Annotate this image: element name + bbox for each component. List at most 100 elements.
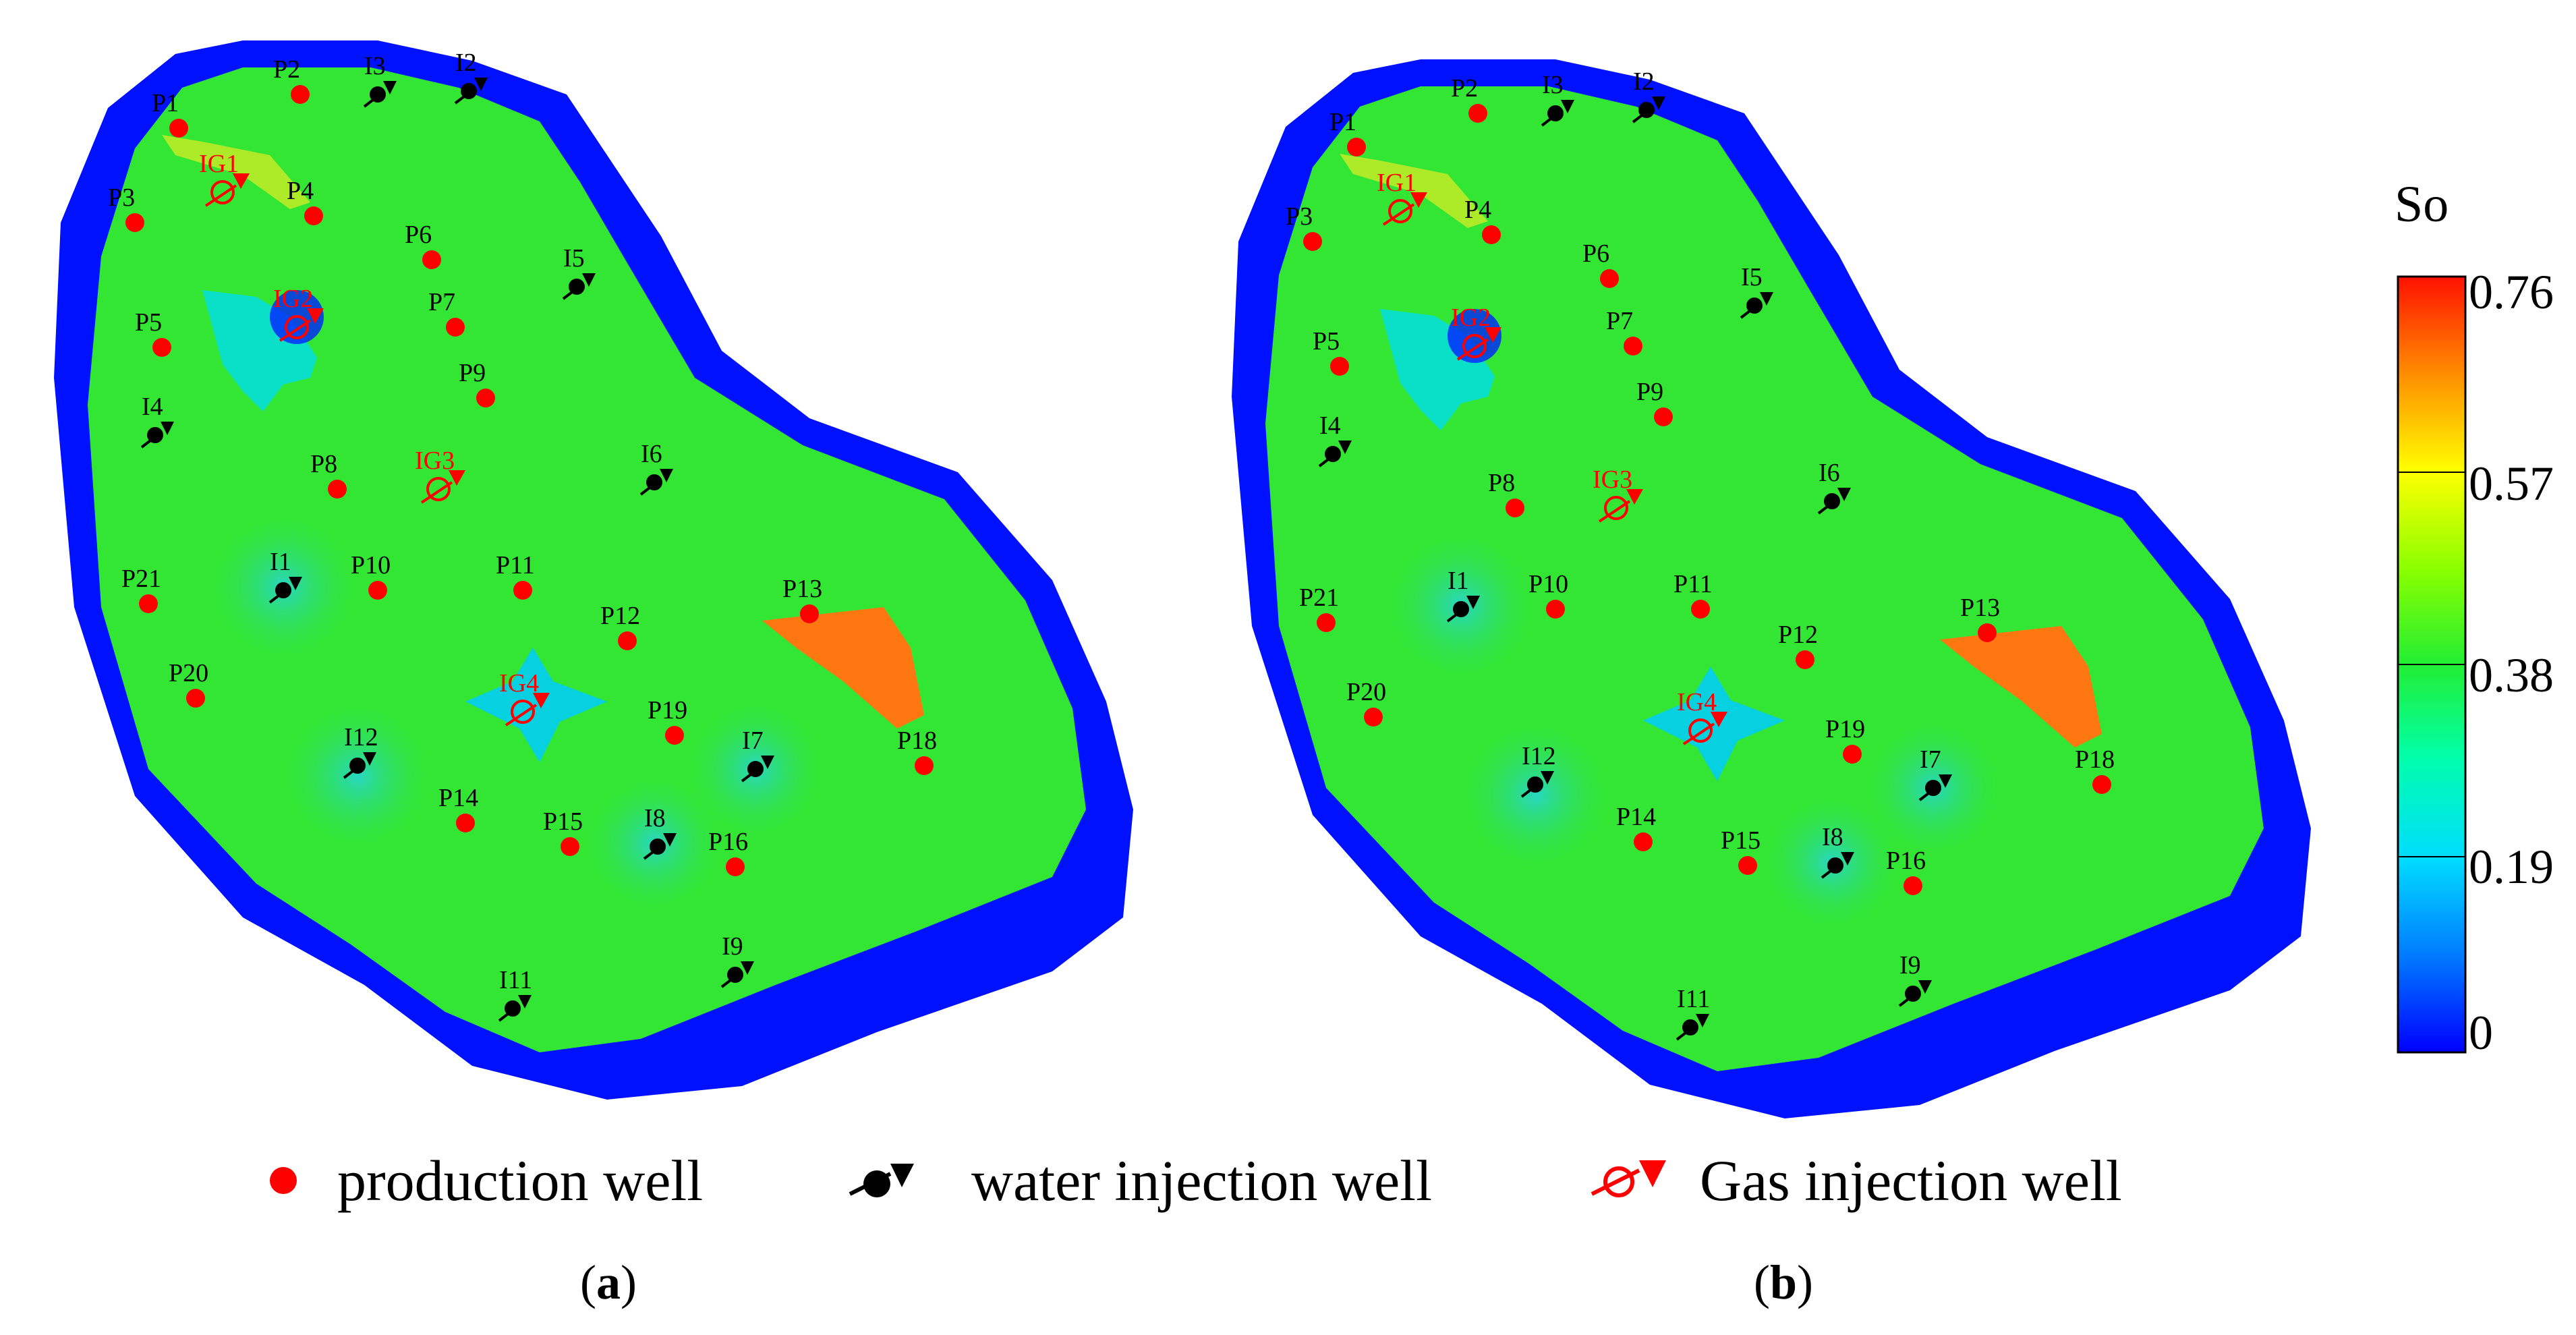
production-well-label: P15 <box>1721 826 1761 855</box>
production-well-marker <box>1468 104 1487 123</box>
water-injection-well-label: I7 <box>1920 745 1941 774</box>
production-well-marker <box>304 206 323 225</box>
colorbar-tick-label: 0.57 <box>2469 457 2554 511</box>
production-well-marker <box>1330 357 1349 376</box>
production-well-marker <box>665 726 684 745</box>
production-well-label: P21 <box>121 565 161 593</box>
water-injection-well-marker <box>498 995 532 1022</box>
water-injection-well-marker <box>1898 980 1932 1007</box>
production-well-label: P11 <box>1673 570 1713 598</box>
production-well-label: P2 <box>273 55 300 84</box>
water-injection-well-label: I2 <box>455 49 477 77</box>
legend-water-label: water injection well <box>971 1148 1432 1213</box>
production-well-marker <box>1843 745 1862 764</box>
gas-injection-well-icon <box>1591 1160 1666 1197</box>
gas-injection-well-label: IG1 <box>199 150 239 178</box>
production-well-label: P14 <box>1616 803 1656 831</box>
production-well-marker <box>1904 876 1922 895</box>
production-well-label: P9 <box>1636 378 1663 406</box>
gas-injection-well-label: IG3 <box>415 447 455 475</box>
gas-injection-well-marker <box>1382 192 1427 226</box>
production-well-label: P9 <box>459 359 486 387</box>
water-injection-well-marker <box>639 469 673 496</box>
production-well-marker <box>1482 225 1501 244</box>
legend-production-label: production well <box>337 1148 704 1213</box>
production-well-label: P18 <box>897 727 937 755</box>
production-well-marker <box>800 604 819 623</box>
water-injection-well-marker <box>1821 852 1854 879</box>
water-injection-well-label: I8 <box>1822 823 1843 851</box>
water-injection-well-marker <box>454 78 488 105</box>
legend-production: production well <box>256 1140 703 1221</box>
production-well-marker <box>1691 600 1710 619</box>
water-injection-well-marker <box>343 752 376 779</box>
production-well-label: P19 <box>1825 715 1865 743</box>
production-well-label: P19 <box>648 696 687 725</box>
production-well-marker <box>726 857 745 876</box>
production-well-marker <box>1546 600 1565 619</box>
legend-gas: Gas injection well <box>1578 1140 2122 1221</box>
production-well-marker <box>1624 337 1642 356</box>
production-well-label: P7 <box>428 288 455 316</box>
water-injection-well-label: I11 <box>499 966 532 994</box>
production-well-marker <box>152 338 171 357</box>
production-well-label: P10 <box>351 551 391 579</box>
water-injection-well-marker <box>140 422 174 449</box>
production-well-marker <box>513 581 532 600</box>
production-well-label: P3 <box>1286 202 1313 231</box>
production-well-marker <box>476 389 495 407</box>
water-injection-well-label: I1 <box>270 548 291 576</box>
water-injection-well-label: I3 <box>1542 71 1564 99</box>
colorbar-tick-label: 0.76 <box>2469 265 2554 319</box>
water-injection-well-label: I5 <box>1741 263 1763 291</box>
gas-injection-well-label: IG1 <box>1377 169 1416 197</box>
production-well-icon <box>270 1167 297 1194</box>
production-well-label: P1 <box>152 89 179 117</box>
production-well-label: P15 <box>543 807 583 836</box>
production-well-label: P4 <box>287 177 314 205</box>
production-well-marker <box>1364 708 1383 727</box>
water-injection-well-marker <box>1446 596 1480 623</box>
water-injection-well-label: I5 <box>563 244 585 273</box>
production-well-label: P20 <box>1346 678 1386 706</box>
production-well-label: P12 <box>600 602 640 630</box>
production-well-label: P18 <box>2075 745 2115 774</box>
panel-b-label: (b) <box>1754 1255 1814 1309</box>
production-well-label: P14 <box>438 784 478 812</box>
production-well-label: P21 <box>1299 584 1339 612</box>
water-injection-well-label: I3 <box>364 52 386 80</box>
gas-injection-well-marker <box>1456 327 1501 361</box>
production-well-label: P3 <box>108 183 135 212</box>
water-injection-well-marker <box>268 577 302 604</box>
production-well-label: P12 <box>1778 621 1818 649</box>
legend-gas-label: Gas injection well <box>1700 1148 2122 1213</box>
production-well-label: P7 <box>1606 307 1633 335</box>
high-saturation-band <box>1340 154 1488 228</box>
production-well-label: P1 <box>1329 108 1356 136</box>
water-injection-well-label: I8 <box>644 804 666 832</box>
legend-water: water injection well <box>836 1140 1432 1221</box>
production-well-marker <box>186 689 205 708</box>
production-well-label: P2 <box>1451 74 1478 103</box>
panel-a-label: (a) <box>580 1255 637 1309</box>
water-injection-well-marker <box>1918 774 1952 801</box>
production-well-marker <box>446 318 465 337</box>
gas-injection-well-marker <box>420 470 465 504</box>
production-well-marker <box>1796 650 1814 669</box>
production-well-label: P10 <box>1528 570 1568 598</box>
gas-injection-well-marker <box>505 693 550 727</box>
water-injection-well-marker <box>720 961 754 988</box>
colorbar-tick-label: 0 <box>2469 1006 2493 1060</box>
colorbar-title: So <box>2395 176 2449 233</box>
production-well-marker <box>456 814 475 832</box>
production-well-marker <box>915 756 934 775</box>
water-injection-well-marker <box>741 756 774 783</box>
production-well-label: P5 <box>1313 327 1340 356</box>
water-injection-well-marker <box>1520 771 1554 798</box>
production-well-marker <box>1347 138 1366 157</box>
water-injection-well-label: I9 <box>722 932 743 961</box>
gas-injection-well-marker <box>204 173 250 207</box>
production-well-marker <box>1738 856 1757 875</box>
water-injection-well-label: I2 <box>1633 67 1655 96</box>
